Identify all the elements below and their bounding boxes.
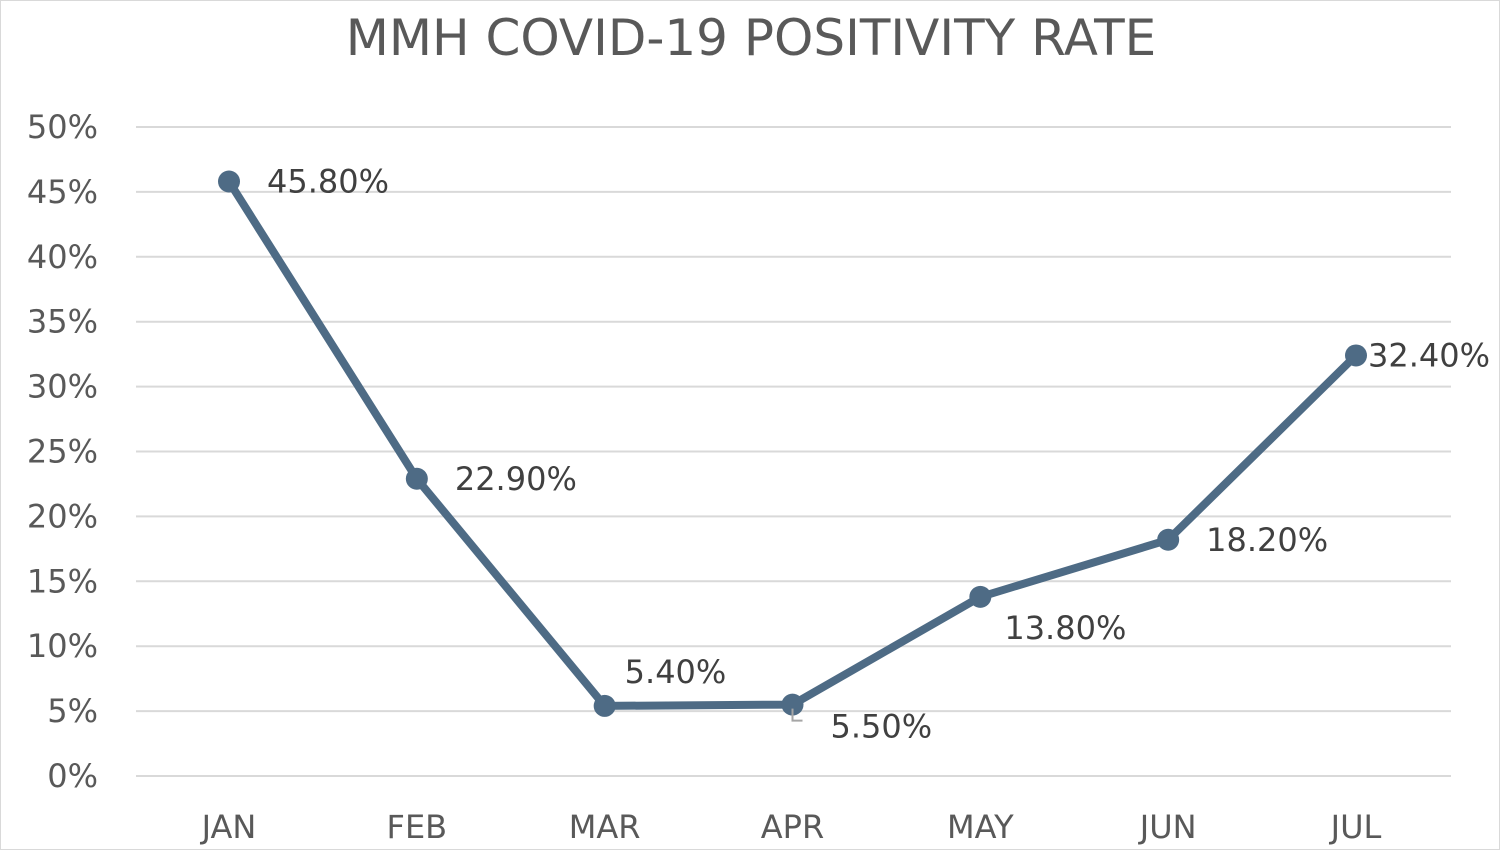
y-axis-tick-labels: 0% 5% 10% 15% 20% 25% 30% 35% 40% 45% 50% bbox=[27, 108, 98, 795]
y-tick-label: 45% bbox=[27, 173, 98, 211]
y-tick-label: 25% bbox=[27, 433, 98, 471]
data-point-marker bbox=[1345, 344, 1367, 367]
y-tick-label: 20% bbox=[27, 497, 98, 535]
data-label: 13.80% bbox=[1004, 609, 1126, 647]
data-label: 32.40% bbox=[1368, 336, 1490, 374]
x-tick-label: APR bbox=[761, 808, 824, 846]
data-point-marker bbox=[593, 694, 616, 717]
x-tick-label: FEB bbox=[387, 808, 448, 846]
series-markers bbox=[218, 170, 1367, 717]
data-point-marker bbox=[405, 467, 428, 490]
x-tick-label: JUL bbox=[1329, 808, 1382, 846]
x-tick-label: JAN bbox=[200, 808, 257, 846]
data-label: 5.50% bbox=[831, 708, 933, 746]
data-label: 18.20% bbox=[1206, 521, 1328, 559]
data-label-leader-line bbox=[791, 708, 803, 722]
x-axis-tick-labels: JAN FEB MAR APR MAY JUN JUL bbox=[200, 808, 1382, 846]
data-label: 5.40% bbox=[625, 653, 727, 691]
x-tick-label: MAY bbox=[947, 808, 1014, 846]
y-tick-label: 5% bbox=[47, 692, 98, 730]
y-tick-label: 0% bbox=[47, 757, 98, 795]
y-tick-label: 10% bbox=[27, 627, 98, 665]
data-point-marker bbox=[1157, 528, 1180, 551]
series-line bbox=[225, 177, 1360, 710]
y-tick-label: 40% bbox=[27, 238, 98, 276]
y-tick-label: 30% bbox=[27, 368, 98, 406]
y-tick-label: 15% bbox=[27, 562, 98, 600]
y-tick-label: 35% bbox=[27, 303, 98, 341]
y-tick-label: 50% bbox=[27, 108, 98, 146]
data-labels: 45.80% 22.90% 5.40% 5.50% 13.80% 18.20% 32.40% bbox=[267, 163, 1490, 746]
data-label: 22.90% bbox=[455, 460, 577, 498]
x-tick-label: JUN bbox=[1138, 808, 1197, 846]
data-label: 45.80% bbox=[267, 163, 389, 201]
data-point-marker bbox=[218, 170, 240, 193]
data-point-marker bbox=[969, 585, 992, 608]
x-tick-label: MAR bbox=[569, 808, 641, 846]
chart-title: MMH COVID-19 POSITIVITY RATE bbox=[346, 9, 1157, 67]
data-point-marker bbox=[781, 693, 804, 716]
series-line-layer bbox=[225, 177, 1360, 710]
